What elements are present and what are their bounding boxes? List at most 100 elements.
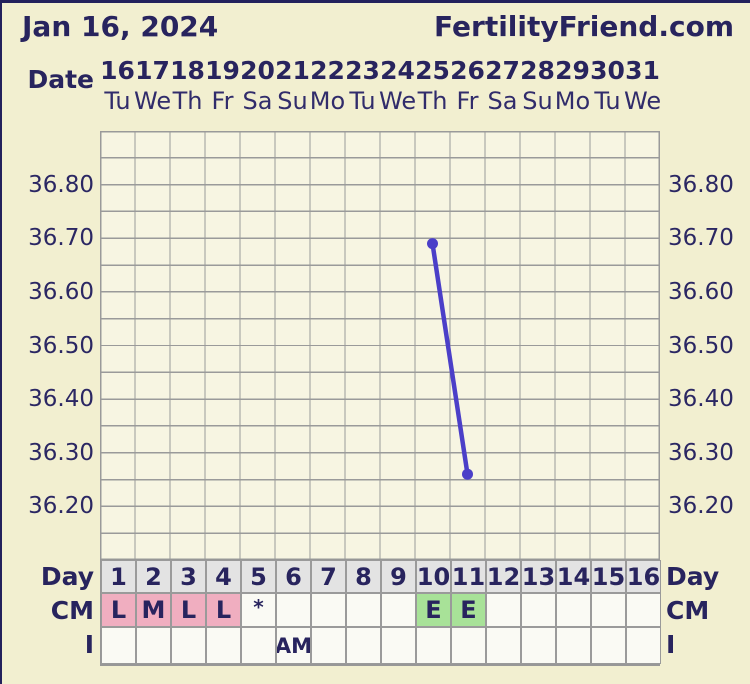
- weekday-label: Fr: [456, 87, 479, 115]
- day-number-cell: 9: [381, 560, 416, 593]
- temp-label-left: 36.60: [28, 278, 94, 305]
- intercourse-cell: [416, 627, 451, 664]
- temp-label-right: 36.20: [668, 493, 734, 520]
- temp-label-left: 36.40: [28, 386, 94, 413]
- cycle-data-table: 1 2 3 4 5 6 7 8 9 10 11 12 13 14 15 16 L M L L * E E AM: [100, 559, 661, 666]
- day-number-row: 1 2 3 4 5 6 7 8 9 10 11 12 13 14 15 16: [100, 559, 661, 593]
- weekday-label: Mo: [554, 87, 591, 115]
- weekday-label: Tu: [594, 87, 621, 115]
- cm-cell: [521, 593, 556, 627]
- intercourse-cell: [206, 627, 241, 664]
- day-number-cell: 15: [591, 560, 626, 593]
- temperature-point: [462, 468, 473, 480]
- date-number: 30: [590, 56, 625, 85]
- date-number: 20: [240, 56, 275, 85]
- weekday-label: Su: [522, 87, 553, 115]
- temp-label-right: 36.30: [668, 439, 734, 466]
- temp-label-right: 36.80: [668, 171, 734, 198]
- i-row-label-right: I: [666, 630, 676, 659]
- cm-cell: [486, 593, 521, 627]
- site-title-link[interactable]: FertilityFriend.com: [434, 10, 734, 43]
- day-number-cell: 6: [276, 560, 311, 593]
- bbt-chart-svg: [98, 129, 662, 562]
- temp-label-right: 36.70: [668, 225, 734, 252]
- day-number-cell: 14: [556, 560, 591, 593]
- bbt-chart-plot-area: [98, 129, 662, 562]
- intercourse-cell: [101, 627, 136, 664]
- weekday-label: Sa: [487, 87, 518, 115]
- temp-label-right: 36.50: [668, 332, 734, 359]
- weekday-label: We: [624, 87, 662, 115]
- cm-cell: E: [451, 593, 486, 627]
- intercourse-cell: [556, 627, 591, 664]
- weekday-label: Mo: [309, 87, 346, 115]
- temp-label-left: 36.70: [28, 225, 94, 252]
- temp-label-left: 36.30: [28, 439, 94, 466]
- temp-label-right: 36.40: [668, 386, 734, 413]
- temp-label-left: 36.20: [28, 493, 94, 520]
- date-number: 18: [170, 56, 205, 85]
- date-number: 29: [555, 56, 590, 85]
- day-number-cell: 2: [136, 560, 171, 593]
- cm-cell: L: [206, 593, 241, 627]
- cm-cell: M: [136, 593, 171, 627]
- intercourse-cell: [626, 627, 661, 664]
- date-number: 31: [625, 56, 660, 85]
- weekday-label: Tu: [104, 87, 131, 115]
- cm-cell: [311, 593, 346, 627]
- cm-cell: [276, 593, 311, 627]
- date-number: 26: [450, 56, 485, 85]
- cm-row-label-left: CM: [50, 596, 94, 625]
- cm-cell: [346, 593, 381, 627]
- intercourse-cell: [171, 627, 206, 664]
- date-number: 22: [310, 56, 345, 85]
- intercourse-cell: [486, 627, 521, 664]
- date-number: 24: [380, 56, 415, 85]
- intercourse-cell: AM: [276, 627, 311, 664]
- chart-date-title: Jan 16, 2024: [22, 10, 219, 43]
- weekday-label: We: [379, 87, 417, 115]
- date-axis-label: Date: [27, 65, 94, 94]
- day-number-cell: 10: [416, 560, 451, 593]
- intercourse-cell: [591, 627, 626, 664]
- temperature-point: [427, 238, 438, 250]
- intercourse-cell: [136, 627, 171, 664]
- day-number-cell: 3: [171, 560, 206, 593]
- date-number: 23: [345, 56, 380, 85]
- date-number: 19: [205, 56, 240, 85]
- date-number: 27: [485, 56, 520, 85]
- cm-cell: [626, 593, 661, 627]
- day-number-cell: 16: [626, 560, 661, 593]
- day-row-label-left: Day: [40, 562, 94, 591]
- day-number-cell: 4: [206, 560, 241, 593]
- cervical-mucus-row: L M L L * E E: [100, 593, 661, 627]
- day-number-cell: 12: [486, 560, 521, 593]
- i-row-label-left: I: [84, 630, 94, 659]
- intercourse-cell: [311, 627, 346, 664]
- temperature-line: [430, 241, 470, 477]
- intercourse-row: AM: [100, 627, 661, 666]
- day-number-cell: 1: [101, 560, 136, 593]
- date-number: 17: [135, 56, 170, 85]
- weekday-label: Sa: [242, 87, 273, 115]
- cm-cell: [591, 593, 626, 627]
- date-number: 21: [275, 56, 310, 85]
- date-number: 16: [100, 56, 135, 85]
- day-number-cell: 8: [346, 560, 381, 593]
- temp-label-right: 36.60: [668, 278, 734, 305]
- intercourse-cell: [521, 627, 556, 664]
- temp-label-left: 36.80: [28, 171, 94, 198]
- day-number-cell: 5: [241, 560, 276, 593]
- weekday-label: Th: [417, 87, 448, 115]
- date-number: 28: [520, 56, 555, 85]
- cm-cell: L: [171, 593, 206, 627]
- intercourse-cell: [451, 627, 486, 664]
- temp-label-left: 36.50: [28, 332, 94, 359]
- date-number: 25: [415, 56, 450, 85]
- weekday-label: We: [134, 87, 172, 115]
- intercourse-cell: [381, 627, 416, 664]
- day-row-label-right: Day: [666, 562, 720, 591]
- cm-row-label-right: CM: [666, 596, 710, 625]
- cm-cell: *: [241, 593, 276, 627]
- weekday-label: Th: [172, 87, 203, 115]
